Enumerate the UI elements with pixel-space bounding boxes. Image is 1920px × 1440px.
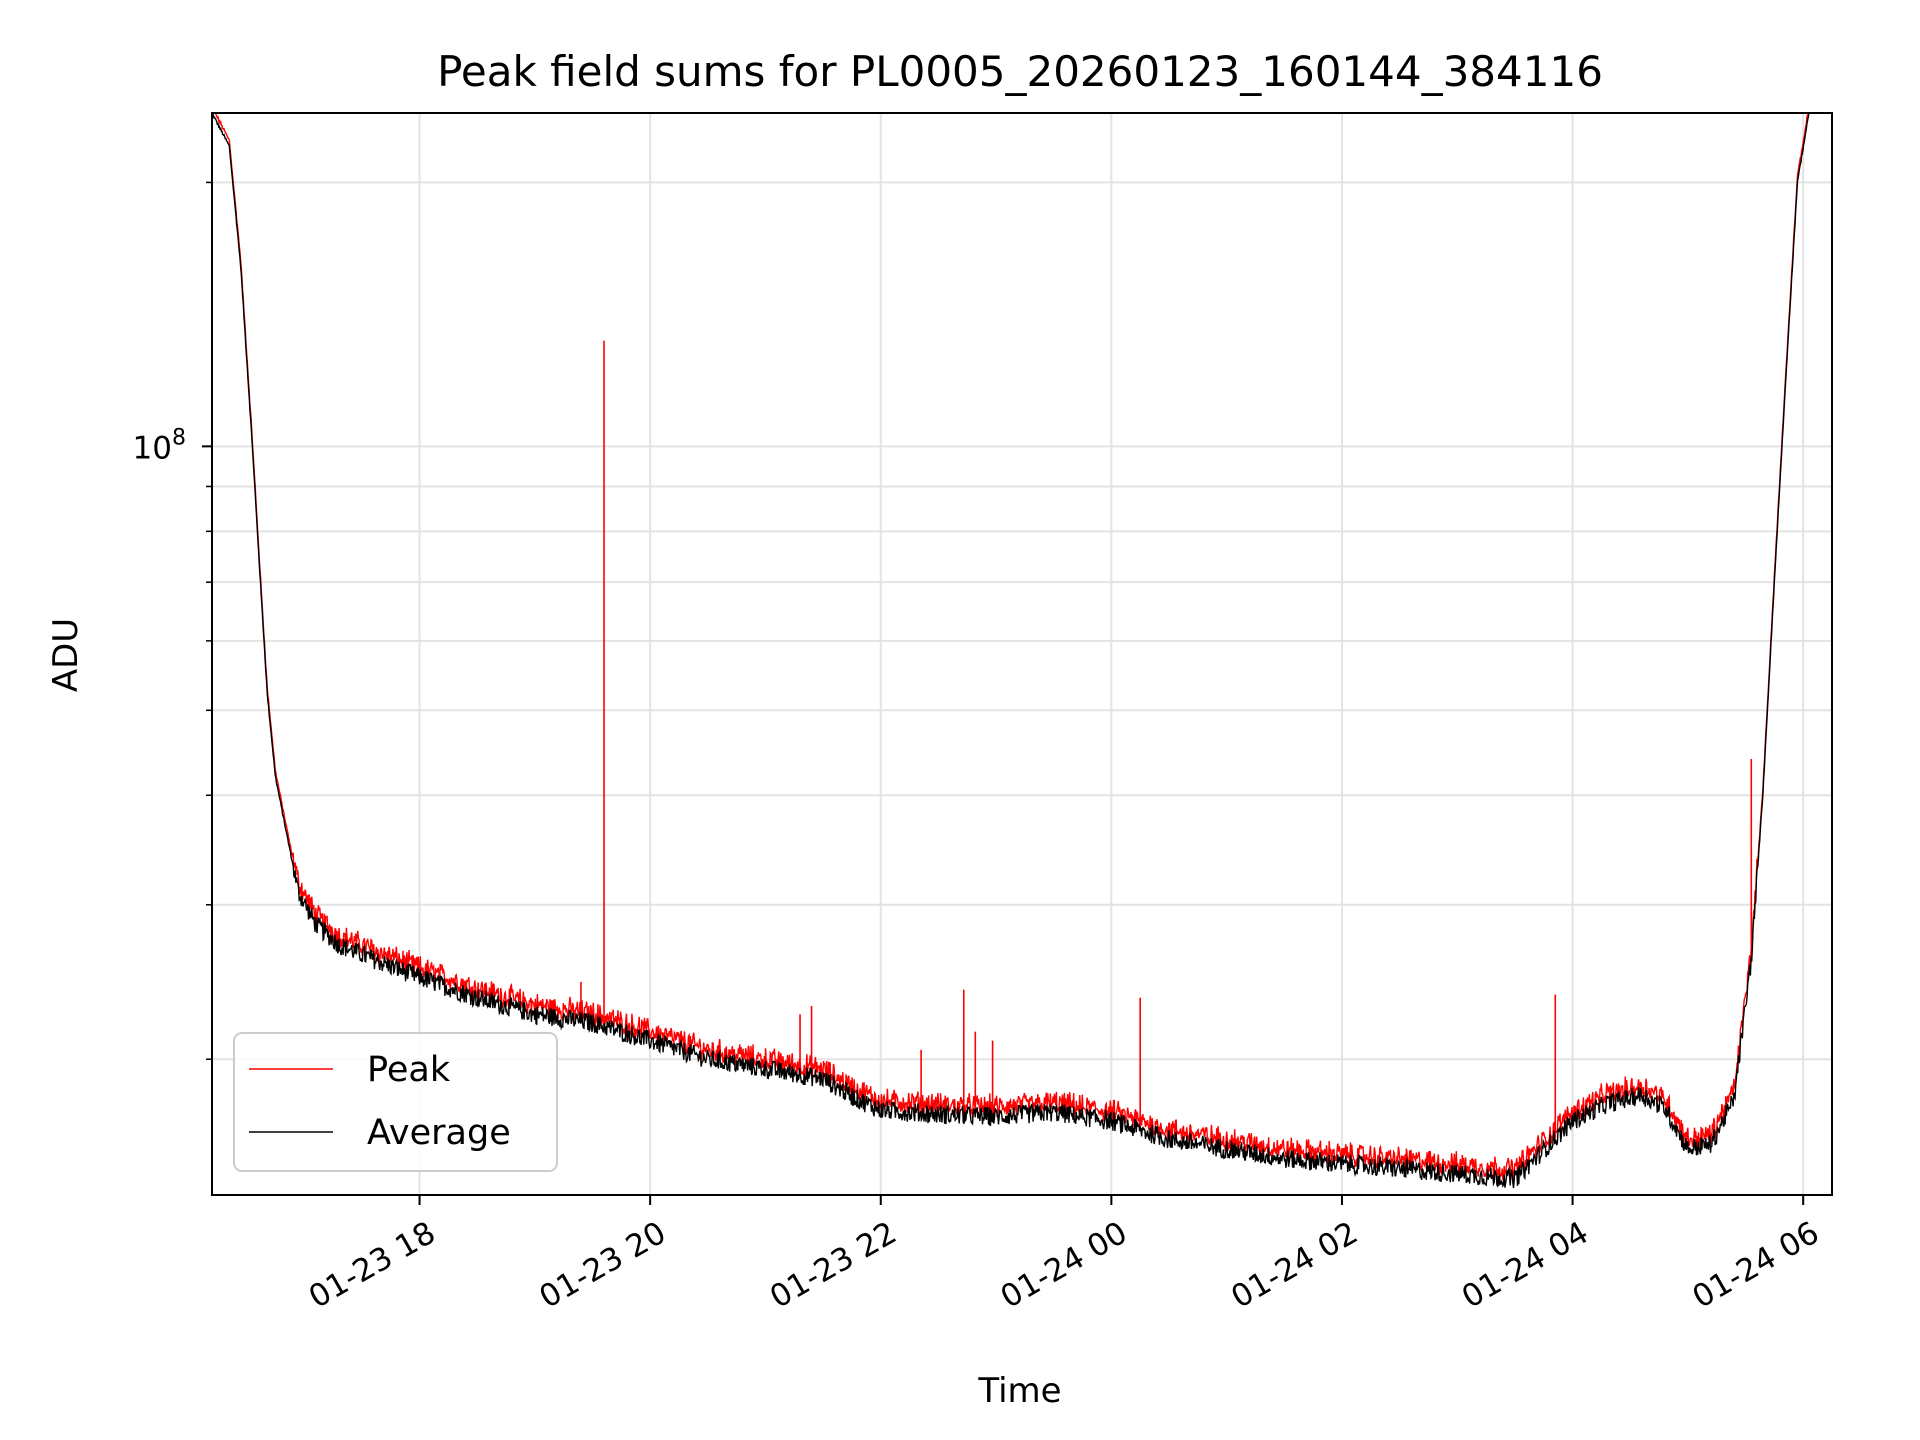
series-peak-line: [214, 113, 1809, 1183]
legend-frame: [233, 1032, 558, 1172]
y-tick-label: 108: [133, 425, 186, 466]
y-tick-base: 10: [133, 430, 172, 466]
plot-area: [212, 113, 1810, 1189]
plot-frame: [211, 112, 1833, 1196]
legend-label-peak: Peak: [367, 1050, 451, 1090]
y-tick-exponent: 8: [172, 425, 186, 450]
x-axis-label: Time: [977, 1371, 1061, 1411]
grid: [212, 113, 1832, 1195]
chart-title: Peak field sums for PL0005_20260123_1601…: [437, 47, 1603, 96]
legend-label-average: Average: [367, 1113, 511, 1153]
y-axis-label: ADU: [46, 618, 86, 692]
legend: Peak Average: [233, 1032, 558, 1172]
series-average-line: [212, 113, 1810, 1189]
